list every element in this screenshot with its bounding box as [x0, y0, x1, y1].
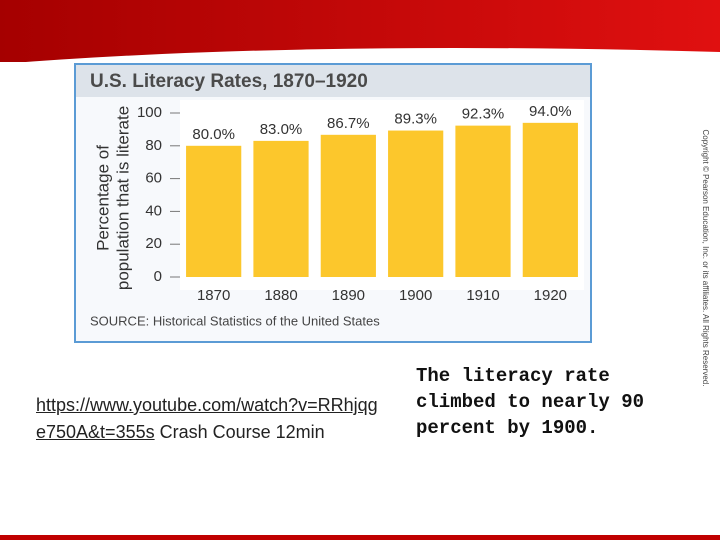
value-label: 94.0% — [529, 103, 572, 120]
x-tick-label: 1880 — [264, 287, 297, 304]
caption: The literacy rate climbed to nearly 90 p… — [416, 365, 645, 439]
chart-title: U.S. Literacy Rates, 1870–1920 — [90, 71, 368, 92]
y-axis-label: Percentage of — [93, 145, 112, 251]
value-label: 80.0% — [192, 126, 235, 143]
link-note: Crash Course 12min — [154, 422, 325, 442]
source: SOURCE: Historical Statistics of the Uni… — [90, 313, 380, 328]
header-wave — [0, 48, 720, 64]
x-tick-label: 1910 — [466, 287, 499, 304]
bar — [186, 145, 242, 277]
x-tick-label: 1920 — [534, 287, 567, 304]
y-tick-label: 40 — [145, 202, 162, 219]
y-tick-label: 80 — [145, 137, 162, 154]
x-tick-label: 1900 — [399, 287, 432, 304]
bar — [388, 130, 444, 277]
bar — [455, 125, 511, 278]
link-text: https://www.youtube.com/watch?v=RRhjqge7… — [36, 392, 386, 446]
plot-area — [180, 100, 584, 290]
copyright: Copyright © Pearson Education, Inc. or i… — [701, 130, 710, 387]
bar — [320, 134, 376, 277]
value-label: 92.3% — [462, 106, 505, 123]
value-label: 83.0% — [260, 121, 303, 138]
video-link[interactable]: https://www.youtube.com/watch?v=RRhjqge7… — [36, 395, 378, 442]
value-label: 86.7% — [327, 115, 370, 132]
y-tick-label: 20 — [145, 235, 162, 252]
title-bar — [76, 65, 590, 97]
value-label: 89.3% — [394, 111, 437, 128]
bar — [522, 122, 578, 277]
x-tick-label: 1870 — [197, 287, 230, 304]
y-tick-label: 60 — [145, 170, 162, 187]
y-axis-label: population that is literate — [113, 106, 132, 290]
y-tick-label: 0 — [154, 268, 162, 285]
footer-bar — [0, 535, 720, 540]
bar — [253, 140, 309, 277]
x-tick-label: 1890 — [332, 287, 365, 304]
y-tick-label: 100 — [137, 104, 162, 121]
